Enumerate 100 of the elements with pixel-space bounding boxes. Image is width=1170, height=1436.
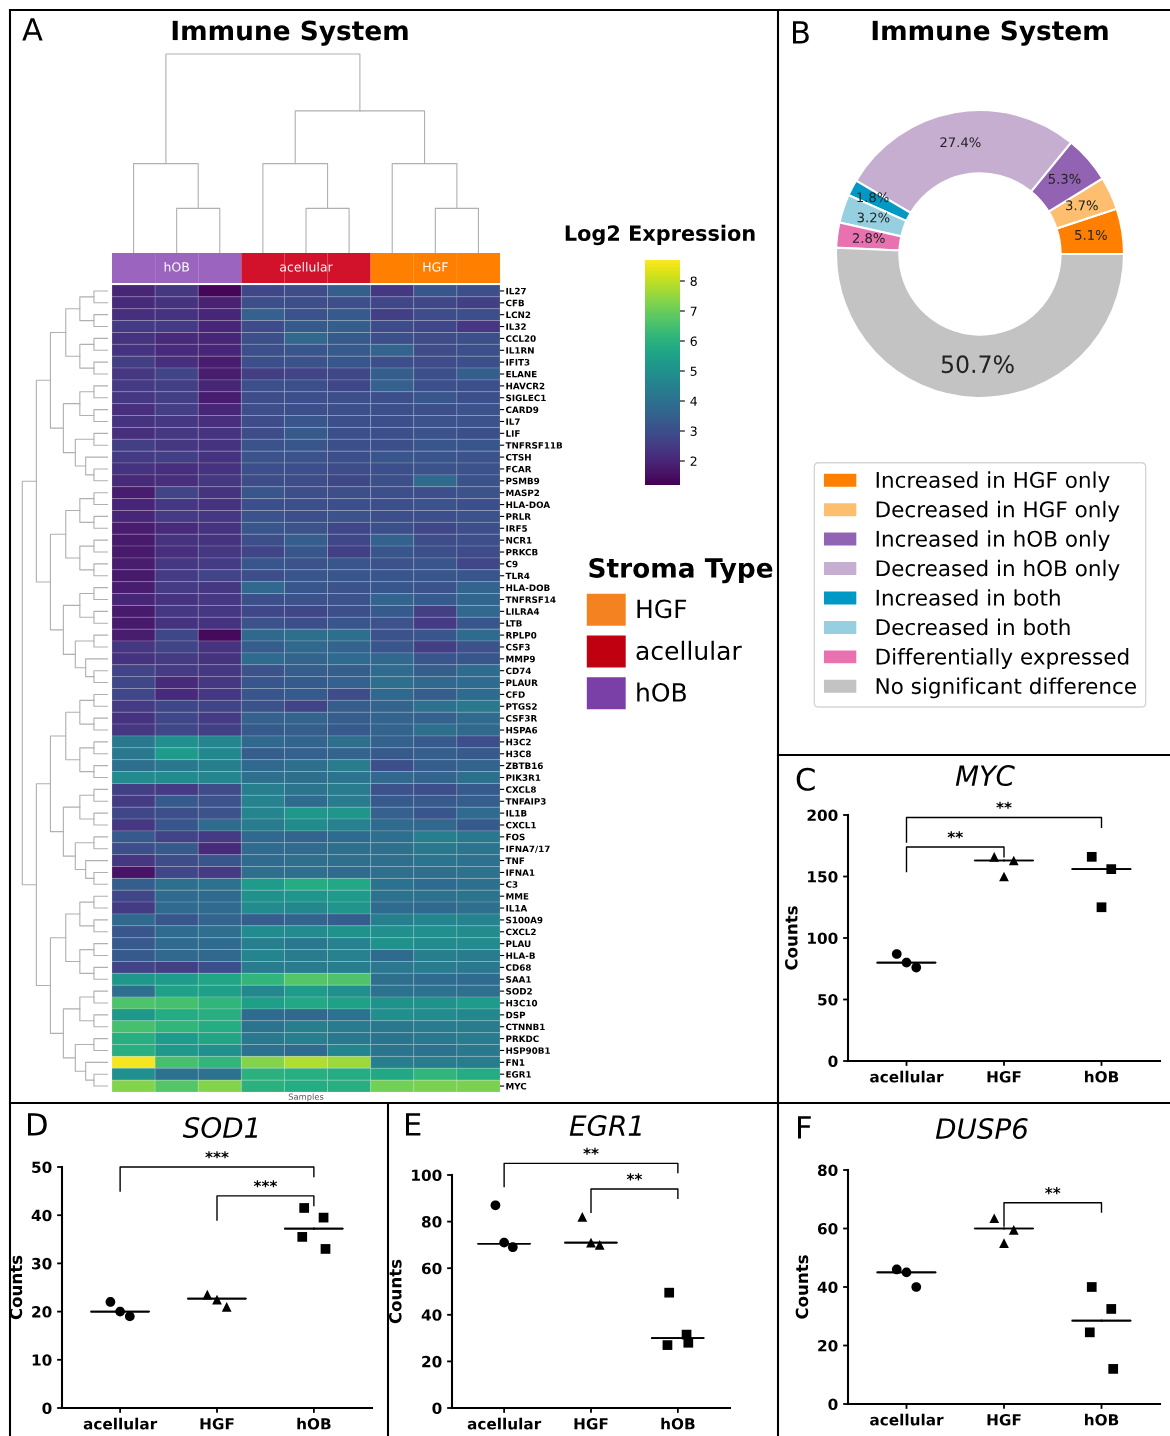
y-tick-label: IFNA7/17 — [506, 845, 550, 853]
y-tick-label: IL1RN — [506, 347, 534, 354]
annotation: ** — [626, 1173, 643, 1181]
y-tick-label: CD68 — [505, 964, 531, 971]
data-label: 50.7% — [941, 355, 1014, 374]
y-tick-label: TNFRSF11B — [505, 442, 563, 449]
y-tick-label: 100 — [412, 1169, 442, 1182]
y-tick-label: MME — [506, 893, 529, 900]
x-tick-label: HGF — [200, 1417, 234, 1430]
color-bar-label: 4 — [690, 396, 697, 406]
text: E — [406, 1113, 421, 1136]
x-tick-label: acellular — [870, 1070, 944, 1083]
y-tick-label: 20 — [818, 1339, 838, 1352]
y-tick-label: H3C10 — [506, 999, 538, 1007]
category-label: hOB — [637, 682, 686, 702]
y-tick-label: TNF — [505, 857, 525, 864]
chart-title: SOD1 — [182, 1117, 258, 1139]
y-tick-label: CARD9 — [505, 406, 539, 414]
y-tick-label: IL27 — [506, 287, 526, 295]
y-tick-label: PSMB9 — [506, 477, 540, 485]
y-tick-label: CFD — [505, 691, 525, 698]
y-tick-label: HLA-DOB — [506, 584, 550, 592]
y-tick-label: CXCL1 — [505, 821, 536, 829]
y-tick-label: HSPA6 — [506, 726, 538, 734]
chart-title: MYC — [955, 765, 1015, 787]
legend-label: Increased in both — [876, 589, 1060, 606]
chart-title: DUSP6 — [935, 1118, 1028, 1140]
y-tick-label: IRF5 — [506, 525, 527, 532]
y-tick-label: FN1 — [506, 1059, 525, 1066]
y-tick-label: HLA-B — [506, 952, 535, 959]
annotation: ** — [947, 831, 963, 839]
text: B — [793, 21, 809, 44]
data-label: 5.1% — [1075, 229, 1107, 240]
text: F — [798, 1116, 811, 1139]
y-tick-label: TNFAIP3 — [505, 798, 546, 805]
x-tick-label: acellular — [467, 1417, 542, 1430]
chart-title: Immune System — [172, 20, 408, 46]
y-tick-label: 80 — [817, 1164, 838, 1177]
y-tick-label: CTNNB1 — [505, 1023, 545, 1031]
y-tick-label: C9 — [505, 560, 518, 568]
y-tick-label: 30 — [32, 1257, 52, 1270]
y-tick-label: 0 — [828, 1055, 838, 1068]
chart-title: EGR1 — [569, 1115, 641, 1137]
y-tick-label: H3C2 — [506, 738, 531, 746]
color-bar-label: 7 — [690, 306, 697, 316]
y-tick-label: HLA-DOA — [506, 501, 551, 508]
y-tick-label: MMP9 — [506, 655, 535, 663]
y-tick-label: CCL20 — [505, 335, 536, 342]
y-tick-label: MYC — [506, 1082, 527, 1090]
y-tick-label: 50 — [32, 1161, 52, 1174]
y-tick-label: TLR4 — [505, 572, 530, 580]
y-tick-label: IL1A — [506, 905, 528, 912]
y-tick-label: TNFRSF14 — [505, 596, 556, 603]
y-tick-label: EGR1 — [506, 1071, 531, 1078]
y-tick-label: 50 — [818, 993, 838, 1006]
y-tick-label: NCR1 — [506, 536, 532, 544]
y-tick-label: S100A9 — [506, 916, 543, 924]
text: C — [796, 767, 815, 791]
y-tick-label: SAA1 — [506, 976, 531, 983]
y-tick-label: 60 — [421, 1262, 442, 1275]
y-tick-label: ELANE — [506, 370, 537, 378]
y-tick-label: PLAUR — [506, 679, 538, 687]
legend-label: Increased in HGF only — [876, 471, 1110, 493]
y-tick-label: PRLR — [506, 513, 531, 520]
x-tick-label: hOB — [164, 261, 189, 272]
chart-title: Immune System — [872, 20, 1108, 46]
y-tick-label: IFIT3 — [506, 358, 530, 366]
y-tick-label: 40 — [817, 1281, 838, 1294]
color-bar-label: 5 — [690, 366, 697, 376]
y-tick-label: PRKDC — [506, 1035, 539, 1043]
y-tick-label: 0 — [828, 1398, 838, 1411]
color-bar-label: 2 — [690, 456, 697, 466]
color-bar-label: 3 — [690, 426, 697, 436]
legend-label: Differentially expressed — [876, 648, 1129, 669]
y-axis-title: Counts — [785, 906, 798, 970]
y-axis-title: Counts — [9, 1255, 23, 1320]
y-tick-label: CSF3 — [505, 643, 530, 651]
y-tick-label: CSF3R — [505, 715, 538, 722]
y-tick-label: 10 — [32, 1354, 52, 1366]
legend-label: No significant difference — [876, 677, 1136, 699]
x-tick-label: HGF — [987, 1070, 1021, 1083]
annotation: *** — [253, 1180, 278, 1188]
y-tick-label: 20 — [32, 1306, 52, 1318]
x-tick-label: HGF — [574, 1417, 608, 1430]
text: ** — [996, 801, 1012, 809]
text: *** — [205, 1151, 229, 1159]
y-tick-label: MASP2 — [506, 489, 540, 497]
y-tick-label: PRKCB — [506, 548, 538, 556]
y-tick-label: FCAR — [506, 465, 532, 473]
y-tick-label: FOS — [506, 833, 525, 841]
text: D — [28, 1113, 47, 1136]
legend-label: Decreased in HGF only — [876, 500, 1120, 522]
y-tick-label: DSP — [506, 1011, 526, 1019]
color-bar-label: 8 — [690, 276, 697, 286]
y-tick-label: PIK3R1 — [506, 774, 541, 781]
x-tick-label: hOB — [661, 1417, 695, 1430]
x-tick-label: acellular — [83, 1417, 158, 1430]
y-tick-label: CFB — [505, 299, 525, 307]
y-tick-label: 20 — [422, 1355, 442, 1368]
y-axis-title: Counts — [795, 1255, 809, 1319]
